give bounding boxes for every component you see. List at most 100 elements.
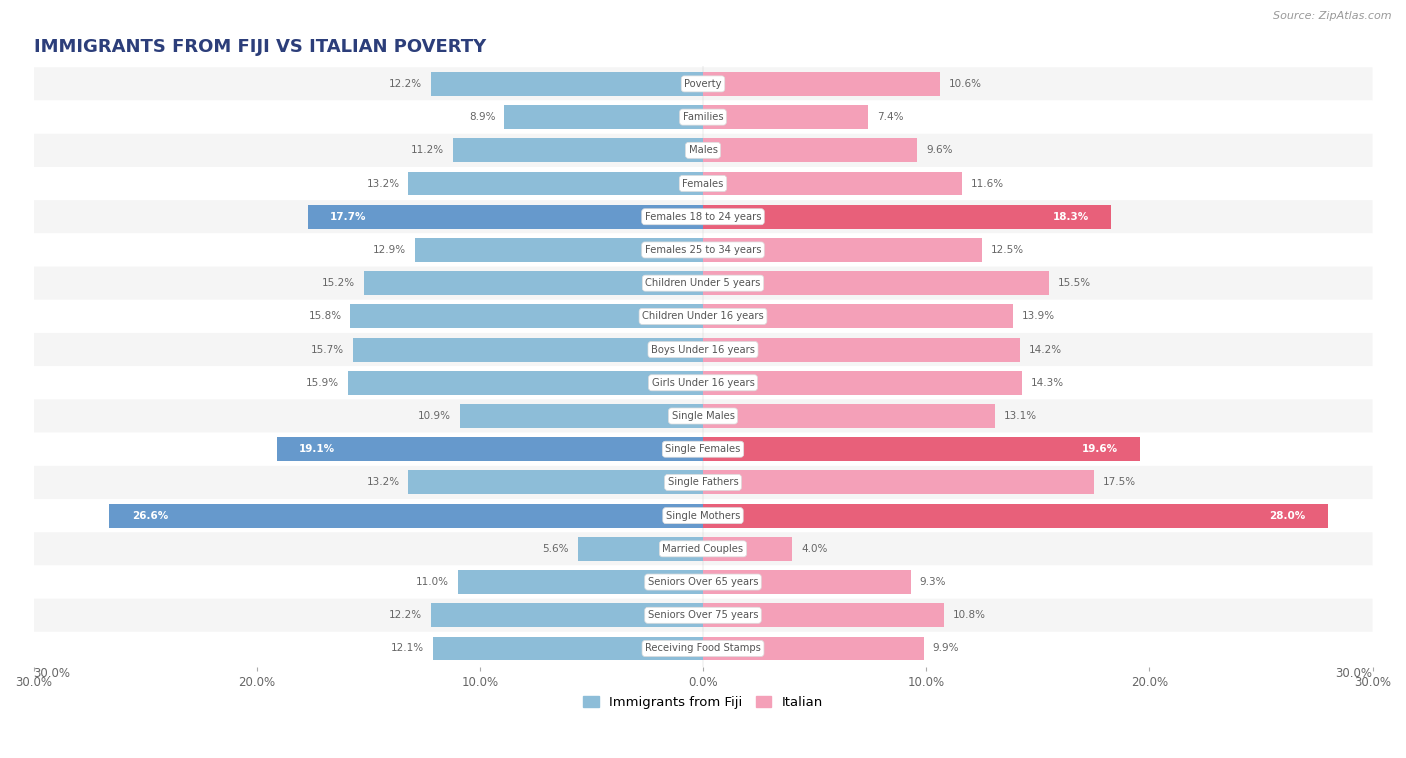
Text: 9.6%: 9.6% — [927, 146, 953, 155]
Text: 18.3%: 18.3% — [1053, 211, 1090, 222]
Text: Married Couples: Married Couples — [662, 543, 744, 554]
Text: 13.1%: 13.1% — [1004, 411, 1038, 421]
Text: 30.0%: 30.0% — [1336, 667, 1372, 681]
FancyBboxPatch shape — [34, 632, 1372, 665]
Text: 28.0%: 28.0% — [1270, 511, 1306, 521]
Text: 13.2%: 13.2% — [367, 179, 399, 189]
Text: 26.6%: 26.6% — [132, 511, 167, 521]
Text: 10.9%: 10.9% — [418, 411, 451, 421]
Text: 15.8%: 15.8% — [308, 312, 342, 321]
Text: Girls Under 16 years: Girls Under 16 years — [651, 377, 755, 388]
Bar — [408, 471, 703, 494]
Bar — [457, 570, 703, 594]
Bar — [703, 105, 868, 129]
Text: Seniors Over 75 years: Seniors Over 75 years — [648, 610, 758, 620]
FancyBboxPatch shape — [34, 599, 1372, 632]
Text: Males: Males — [689, 146, 717, 155]
Bar — [703, 337, 1019, 362]
FancyBboxPatch shape — [34, 299, 1372, 333]
Bar — [703, 503, 1327, 528]
Text: 15.9%: 15.9% — [307, 377, 339, 388]
FancyBboxPatch shape — [34, 433, 1372, 466]
Text: 19.6%: 19.6% — [1083, 444, 1118, 454]
Text: 11.2%: 11.2% — [411, 146, 444, 155]
Text: 11.6%: 11.6% — [970, 179, 1004, 189]
Text: 5.6%: 5.6% — [543, 543, 569, 554]
Bar — [364, 271, 703, 295]
Text: 17.7%: 17.7% — [330, 211, 367, 222]
Text: Families: Families — [683, 112, 723, 122]
Text: Females: Females — [682, 179, 724, 189]
Text: 19.1%: 19.1% — [299, 444, 335, 454]
Text: Poverty: Poverty — [685, 79, 721, 89]
Bar — [703, 570, 911, 594]
Text: 12.9%: 12.9% — [373, 245, 406, 255]
Bar — [308, 205, 703, 229]
Bar — [277, 437, 703, 461]
Bar — [505, 105, 703, 129]
Text: Seniors Over 65 years: Seniors Over 65 years — [648, 577, 758, 587]
Bar — [703, 637, 924, 660]
Bar — [703, 603, 943, 627]
FancyBboxPatch shape — [34, 267, 1372, 299]
FancyBboxPatch shape — [34, 200, 1372, 233]
Text: Children Under 16 years: Children Under 16 years — [643, 312, 763, 321]
Text: 12.1%: 12.1% — [391, 644, 425, 653]
FancyBboxPatch shape — [34, 333, 1372, 366]
Bar — [703, 171, 962, 196]
Text: Single Females: Single Females — [665, 444, 741, 454]
Bar — [349, 371, 703, 395]
FancyBboxPatch shape — [34, 466, 1372, 499]
Text: Boys Under 16 years: Boys Under 16 years — [651, 345, 755, 355]
Text: 15.5%: 15.5% — [1057, 278, 1091, 288]
Text: 12.5%: 12.5% — [991, 245, 1024, 255]
Text: Females 18 to 24 years: Females 18 to 24 years — [645, 211, 761, 222]
Bar — [703, 437, 1140, 461]
FancyBboxPatch shape — [34, 101, 1372, 133]
Text: Source: ZipAtlas.com: Source: ZipAtlas.com — [1274, 11, 1392, 21]
Bar — [578, 537, 703, 561]
Text: 17.5%: 17.5% — [1102, 478, 1136, 487]
Text: 14.3%: 14.3% — [1031, 377, 1064, 388]
Bar — [703, 471, 1094, 494]
FancyBboxPatch shape — [34, 499, 1372, 532]
Bar — [433, 637, 703, 660]
Bar — [703, 404, 995, 428]
Text: 9.9%: 9.9% — [932, 644, 959, 653]
Text: 9.3%: 9.3% — [920, 577, 946, 587]
Bar — [350, 305, 703, 328]
Bar — [703, 371, 1022, 395]
Bar — [703, 72, 939, 96]
Text: Single Fathers: Single Fathers — [668, 478, 738, 487]
Text: 4.0%: 4.0% — [801, 543, 828, 554]
Bar — [430, 72, 703, 96]
Text: Receiving Food Stamps: Receiving Food Stamps — [645, 644, 761, 653]
FancyBboxPatch shape — [34, 366, 1372, 399]
FancyBboxPatch shape — [34, 233, 1372, 267]
Text: 13.2%: 13.2% — [367, 478, 399, 487]
Bar — [703, 271, 1049, 295]
Bar — [415, 238, 703, 262]
Bar — [703, 139, 917, 162]
Text: Females 25 to 34 years: Females 25 to 34 years — [645, 245, 761, 255]
Text: 11.0%: 11.0% — [416, 577, 449, 587]
Bar — [430, 603, 703, 627]
Text: Single Males: Single Males — [672, 411, 734, 421]
Bar — [703, 305, 1014, 328]
FancyBboxPatch shape — [34, 532, 1372, 565]
FancyBboxPatch shape — [34, 167, 1372, 200]
Text: Children Under 5 years: Children Under 5 years — [645, 278, 761, 288]
Text: 13.9%: 13.9% — [1022, 312, 1056, 321]
Bar — [703, 537, 792, 561]
Text: 8.9%: 8.9% — [470, 112, 495, 122]
Text: 12.2%: 12.2% — [388, 610, 422, 620]
Text: 7.4%: 7.4% — [877, 112, 904, 122]
FancyBboxPatch shape — [34, 67, 1372, 101]
Text: 12.2%: 12.2% — [388, 79, 422, 89]
FancyBboxPatch shape — [34, 399, 1372, 433]
Bar — [110, 503, 703, 528]
Text: Single Mothers: Single Mothers — [666, 511, 740, 521]
Text: 15.2%: 15.2% — [322, 278, 354, 288]
Bar — [460, 404, 703, 428]
Bar — [703, 205, 1111, 229]
